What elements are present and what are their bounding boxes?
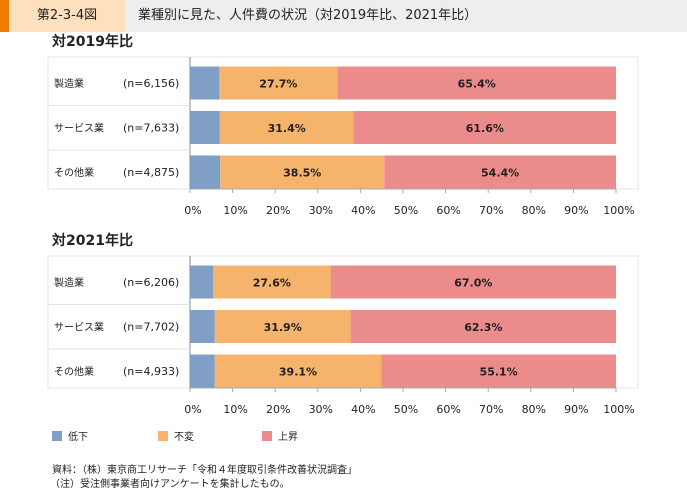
x-tick-label: 60% [436, 204, 460, 217]
legend-label: 上昇 [278, 431, 298, 443]
x-tick-label: 30% [309, 403, 333, 416]
data-label: 31.9% [264, 321, 302, 334]
n-label: (n=4,933) [123, 365, 179, 378]
category-label: 製造業 [54, 77, 84, 90]
data-label: 27.7% [259, 78, 297, 91]
bar-segment-上昇 [381, 354, 616, 388]
data-label: 65.4% [458, 78, 496, 91]
legend-swatch-上昇 [262, 431, 272, 441]
x-tick-label: 50% [394, 204, 418, 217]
category-label: 製造業 [54, 276, 84, 289]
x-tick-label: 20% [266, 204, 290, 217]
n-label: (n=7,702) [123, 321, 179, 334]
bar-segment-低下 [190, 111, 220, 144]
category-label: その他業 [54, 365, 94, 378]
legend-label: 不変 [174, 430, 194, 443]
n-label: (n=6,156) [123, 77, 179, 90]
data-label: 62.3% [464, 321, 502, 334]
chart-title: 対2021年比 [51, 232, 133, 249]
header-accent [0, 0, 9, 32]
bar-segment-不変 [219, 66, 338, 100]
x-tick-label: 80% [522, 204, 546, 217]
bar-segment-上昇 [337, 66, 616, 100]
legend-swatch-低下 [52, 431, 62, 441]
n-label: (n=6,206) [123, 276, 179, 289]
x-tick-label: 80% [522, 403, 546, 416]
x-tick-label: 40% [351, 403, 375, 416]
x-tick-label: 60% [436, 403, 460, 416]
chart-title: 対2019年比 [51, 33, 133, 50]
n-label: (n=4,875) [123, 166, 179, 179]
x-tick-label: 70% [479, 403, 503, 416]
x-tick-label: 10% [223, 204, 247, 217]
category-label: サービス業 [54, 122, 104, 135]
data-label: 54.4% [481, 167, 519, 180]
bar-segment-不変 [213, 265, 331, 299]
bar-segment-不変 [214, 310, 351, 343]
category-label: サービス業 [54, 321, 104, 334]
x-tick-label: 40% [351, 204, 375, 217]
x-tick-label: 70% [479, 204, 503, 217]
data-label: 39.1% [279, 366, 317, 379]
data-label: 38.5% [283, 167, 321, 180]
bar-segment-低下 [190, 155, 221, 189]
data-label: 61.6% [466, 122, 504, 135]
x-tick-label: 90% [564, 204, 588, 217]
bar-segment-上昇 [350, 310, 616, 343]
data-label: 27.6% [253, 277, 291, 290]
x-tick-label: 90% [564, 403, 588, 416]
data-label: 55.1% [480, 366, 518, 379]
x-tick-label: 20% [266, 403, 290, 416]
bar-segment-低下 [190, 66, 220, 100]
source-note: 資料：（株）東京商工リサーチ「令和４年度取引条件改善状況調査」 [52, 465, 357, 476]
x-tick-label: 10% [223, 403, 247, 416]
n-label: (n=7,633) [123, 122, 179, 135]
data-label: 67.0% [454, 277, 492, 290]
footnote: （注）受注側事業者向けアンケートを集計したもの。 [50, 479, 290, 490]
x-tick-label: 50% [394, 403, 418, 416]
legend-label: 低下 [68, 430, 88, 443]
bar-segment-低下 [190, 265, 214, 299]
x-tick-label: 100% [603, 403, 634, 416]
figure-title: 業種別に見た、人件費の状況（対2019年比、2021年比） [138, 8, 478, 23]
bar-segment-上昇 [330, 265, 616, 299]
bar-segment-低下 [190, 354, 215, 388]
category-label: その他業 [54, 166, 94, 179]
x-tick-label: 0% [184, 204, 201, 217]
bar-segment-上昇 [353, 111, 616, 144]
x-tick-label: 100% [603, 204, 634, 217]
legend-swatch-不変 [158, 431, 168, 441]
x-tick-label: 0% [184, 403, 201, 416]
figure-number: 第2-3-4図 [9, 0, 125, 32]
x-tick-label: 30% [309, 204, 333, 217]
bar-segment-不変 [214, 354, 382, 388]
bar-segment-低下 [190, 310, 215, 343]
bar-segment-不変 [219, 111, 354, 144]
data-label: 31.4% [268, 122, 306, 135]
figure-header: 第2-3-4図 業種別に見た、人件費の状況（対2019年比、2021年比） [0, 0, 687, 32]
bar-segment-上昇 [384, 155, 616, 189]
bar-segment-不変 [220, 155, 385, 189]
